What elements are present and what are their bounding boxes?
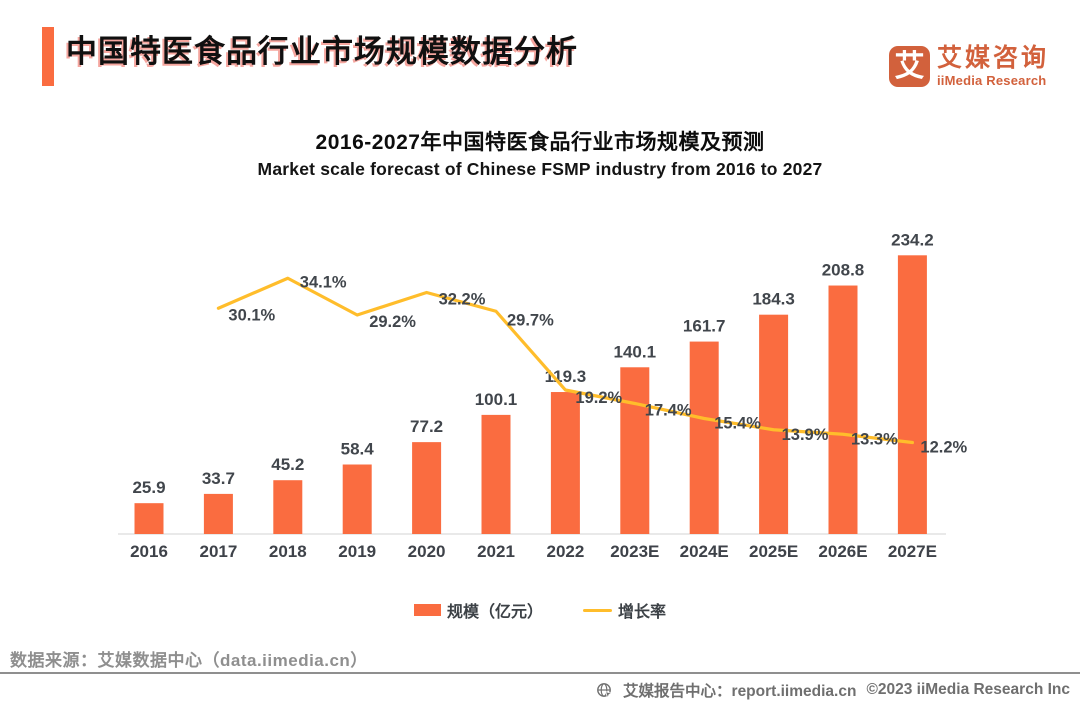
bar-value-label: 208.8 [822, 261, 865, 280]
chart-legend: 规模（亿元） 增长率 [0, 598, 1080, 622]
x-axis-label: 2025E [749, 542, 798, 561]
iimedia-logo: 艾 艾媒咨询 iiMedia Research [889, 46, 1049, 87]
line-series-swatch-icon [583, 608, 612, 612]
footer-divider [0, 672, 1080, 674]
bar-value-label: 161.7 [683, 317, 726, 336]
bar-2027E [897, 255, 927, 534]
bar-2018 [273, 480, 303, 534]
logo-name-cn: 艾媒咨询 [937, 44, 1050, 72]
growth-rate-label: 17.4% [645, 402, 692, 420]
x-axis-label: 2017 [199, 542, 237, 561]
footer-copyright: ©2023 iiMedia Research Inc [866, 681, 1070, 698]
bar-value-label: 119.3 [545, 367, 587, 386]
bar-2025E [759, 314, 789, 534]
title-accent-bar [42, 27, 54, 86]
bar-2020 [412, 442, 442, 534]
bar-2021 [481, 414, 511, 534]
bar-2017 [203, 493, 233, 534]
logo-name-en: iiMedia Research [937, 73, 1047, 88]
growth-rate-line [216, 276, 915, 445]
x-axis-label: 2018 [269, 542, 307, 561]
legend-label-growth: 增长率 [618, 604, 667, 621]
x-axis-label: 2027E [888, 542, 937, 561]
bar-value-label: 58.4 [341, 440, 375, 459]
bar-value-label: 33.7 [202, 469, 235, 488]
page-title: 中国特医食品行业市场规模数据分析 [66, 34, 578, 69]
bar-series-swatch-icon [413, 604, 441, 616]
data-source-text: 数据来源：艾媒数据中心（data.iimedia.cn） [10, 651, 368, 670]
x-axis-label: 2021 [477, 542, 515, 561]
growth-rate-label: 15.4% [714, 415, 761, 433]
legend-label-scale: 规模（亿元） [446, 604, 543, 621]
bar-2026E [828, 285, 858, 534]
x-axis-label: 2019 [338, 542, 376, 561]
chart-subtitle: Market scale forecast of Chinese FSMP in… [257, 159, 823, 179]
combo-chart: 25.9 2016 33.7 2017 45.2 2018 58.4 2019 77.2 2020… [118, 230, 968, 561]
x-axis-label: 2020 [408, 542, 446, 561]
bar-value-label: 234.2 [891, 230, 934, 249]
legend-item-scale: 规模（亿元） [413, 598, 543, 622]
bar-2024E [689, 341, 719, 534]
footer-report-center: 艾媒报告中心：report.iimedia.cn [623, 683, 857, 700]
chart-title: 2016-2027年中国特医食品行业市场规模及预测 [315, 131, 765, 154]
x-axis-label: 2022 [546, 542, 584, 561]
growth-rate-label: 19.2% [575, 389, 622, 407]
legend-item-growth: 增长率 [583, 598, 666, 622]
globe-cursor-icon [596, 682, 614, 699]
growth-rate-label: 32.2% [439, 291, 486, 309]
bar-value-label: 25.9 [132, 478, 165, 497]
bar-value-label: 45.2 [271, 455, 304, 474]
bar-2019 [342, 464, 372, 534]
x-axis-label: 2016 [130, 542, 168, 561]
growth-rate-label: 13.9% [782, 426, 829, 444]
bar-value-label: 77.2 [410, 417, 443, 436]
x-axis-label: 2023E [610, 542, 659, 561]
bar-2022 [550, 392, 580, 534]
growth-rate-label: 30.1% [228, 306, 275, 324]
growth-rate-label: 29.7% [507, 311, 554, 329]
bar-value-label: 184.3 [752, 290, 795, 309]
bar-value-label: 100.1 [475, 390, 518, 409]
growth-rate-label: 12.2% [920, 439, 967, 457]
bar-2023E [620, 367, 650, 534]
footer: 艾媒报告中心：report.iimedia.cn ©2023 iiMedia R… [596, 679, 1070, 701]
x-axis-label: 2024E [680, 542, 729, 561]
x-axis-label: 2026E [818, 542, 867, 561]
growth-rate-label: 29.2% [369, 313, 416, 331]
growth-rate-label: 34.1% [300, 273, 347, 291]
iimedia-logo-icon: 艾 [889, 46, 930, 87]
bar-2016 [134, 503, 164, 534]
logo-text: 艾媒咨询 iiMedia Research [937, 44, 1050, 88]
growth-rate-label: 13.3% [851, 430, 898, 448]
bar-value-label: 140.1 [614, 342, 657, 361]
